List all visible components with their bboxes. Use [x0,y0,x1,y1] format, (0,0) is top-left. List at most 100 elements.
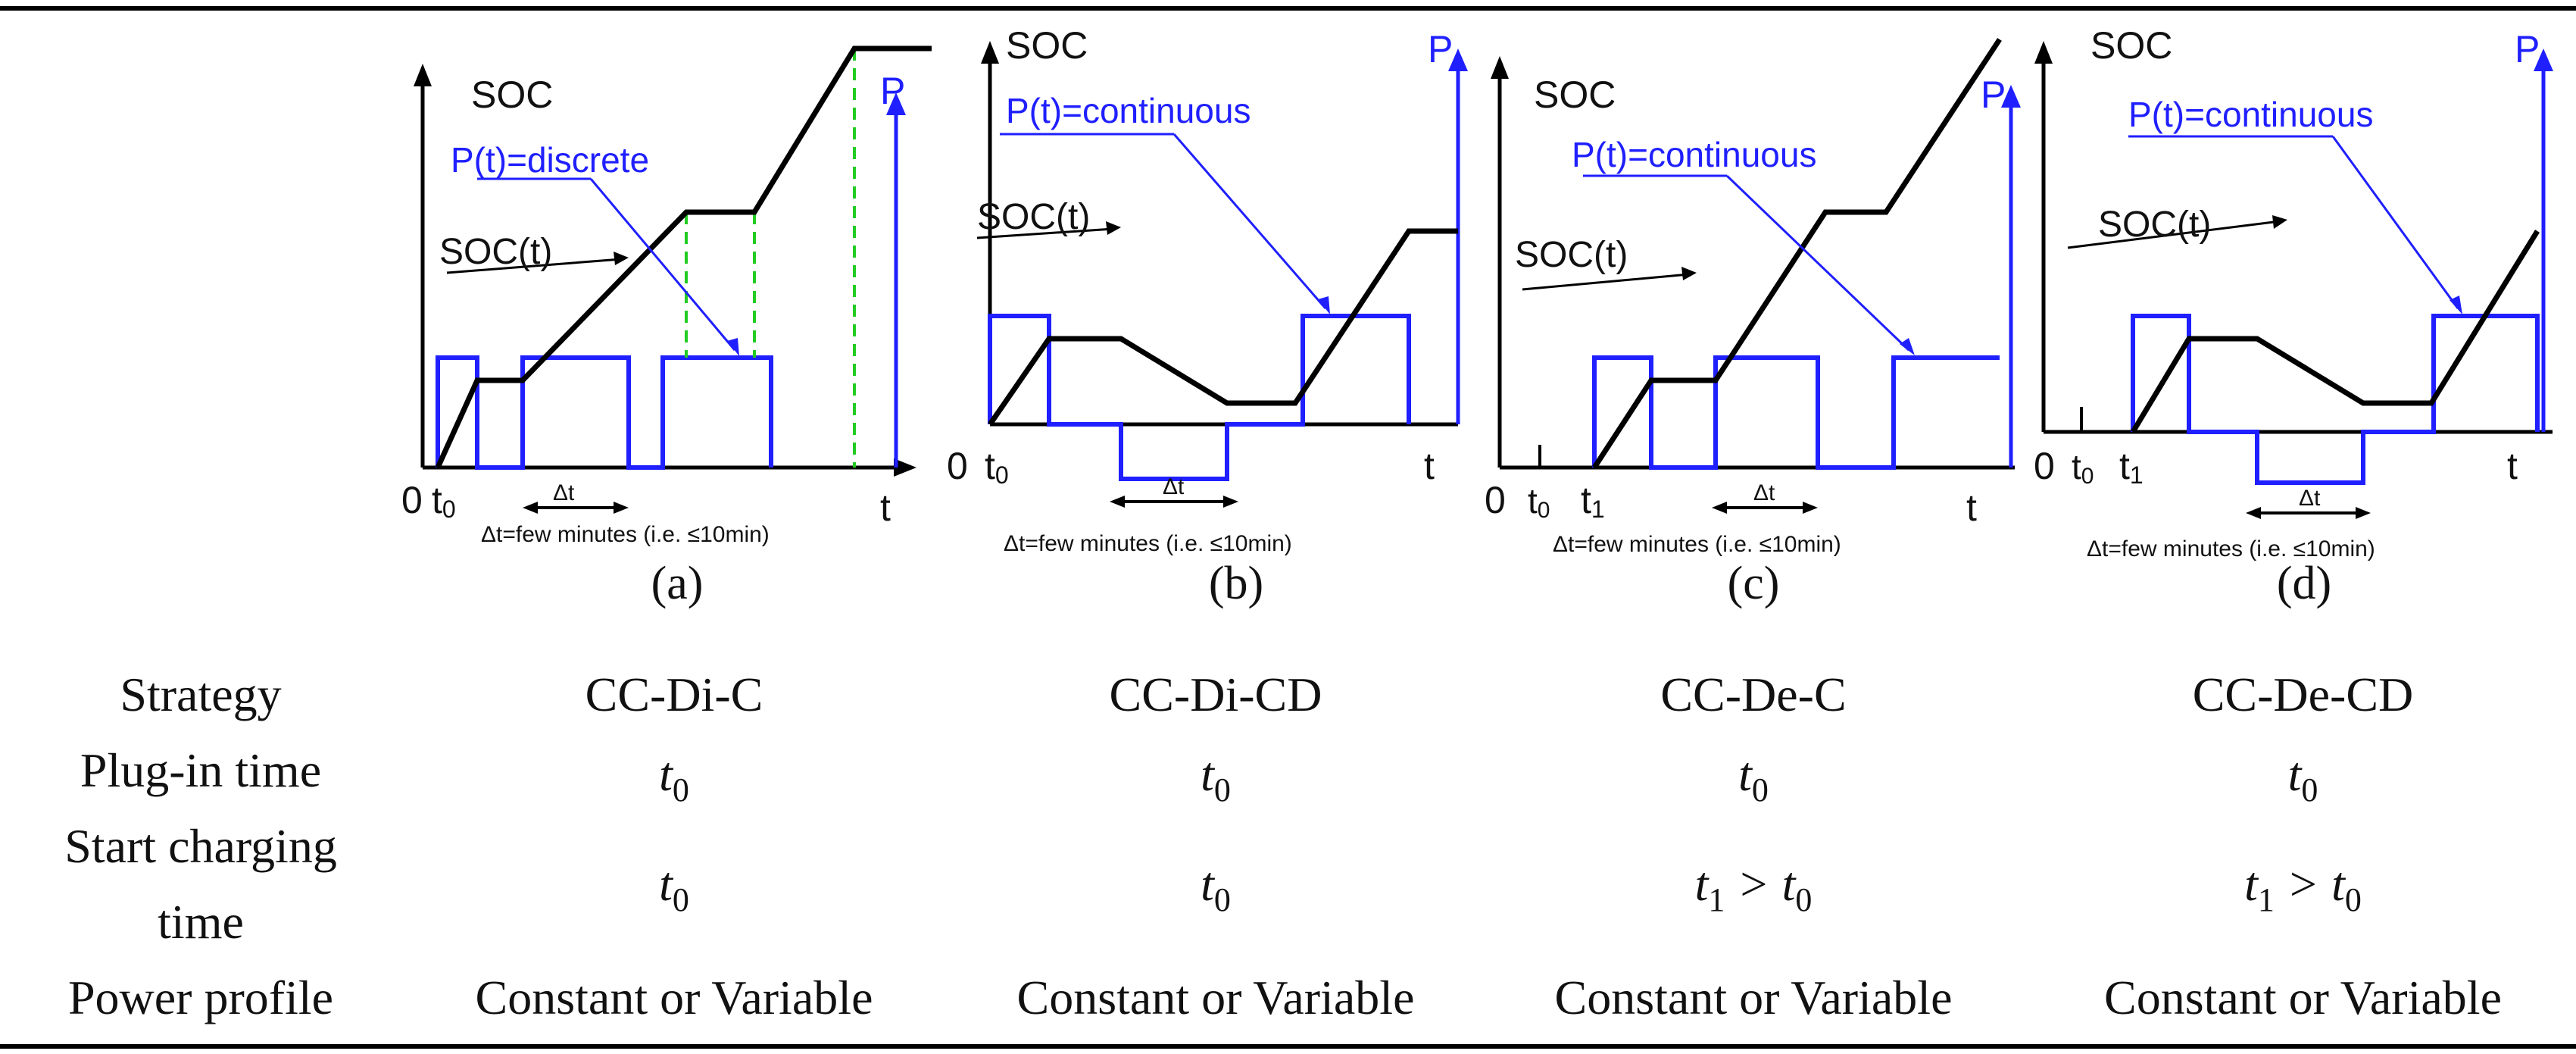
t1-label: t1 [1581,479,1605,523]
panel-d: SOC P P(t)=continuous SOC(t) 0 t0 t1 t Δ… [2030,17,2576,609]
power-profile-line [1592,355,2000,470]
power-profile-line [988,314,1411,481]
origin-label: 0 [1485,479,1506,521]
soc-curve [1592,38,2002,469]
soc-label-pointer [2067,220,2281,249]
bottom-rule [0,1044,2576,1049]
row-header-start-line2: time [158,895,244,949]
start-cell: t1 > t0 [1694,857,1813,918]
soc-curve-label: SOC(t) [1515,235,1628,275]
panel-b: SOC P P(t)=continuous SOC(t) 0 t0 t Δt Δ… [947,17,1477,609]
power-cell: Constant or Variable [475,971,873,1024]
t0-label: t0 [432,479,456,523]
soc-axis-label: SOC [2090,24,2172,67]
profile-label: P(t)=continuous [1572,135,1816,174]
origin-label: 0 [2034,445,2055,487]
plugin-cell: t0 [2287,747,2318,808]
soc-axis-arrow-icon [1491,56,1509,79]
power-cell: Constant or Variable [1016,971,1415,1024]
soc-curve-label: SOC(t) [439,232,552,272]
power-axis-arrow-icon [1448,48,1468,71]
top-rule [0,6,2576,11]
soc-axis-label: SOC [1534,73,1616,116]
soc-curve [988,228,1458,426]
panel-b-plot: SOC P P(t)=continuous SOC(t) 0 t0 t Δt Δ… [947,24,1468,609]
soc-label-pointer [976,227,1114,239]
dt-arrow-icon [2246,507,2261,519]
dt-label: Δt [1163,474,1185,499]
profile-label-pointer [1172,133,1327,309]
power-axis-label: P [2515,28,2540,70]
panel-caption: (d) [2277,558,2331,609]
dt-arrow-icon [1223,496,1238,508]
power-cell: Constant or Variable [1554,971,1953,1024]
strategy-cell: CC-Di-CD [1109,668,1322,721]
soc-label-pointer [1522,273,1690,291]
soc-curve-label: SOC(t) [2098,205,2211,245]
dt-arrow-icon [1803,502,1818,514]
panel-caption: (c) [1728,558,1780,609]
row-header-strategy: Strategy [120,668,282,721]
dt-note: Δt=few minutes (i.e. ≤10min) [1004,531,1292,556]
soc-axis-label: SOC [471,73,553,116]
dt-note: Δt=few minutes (i.e. ≤10min) [2087,536,2375,561]
plugin-cell: t0 [659,747,689,808]
time-axis-label: t [880,486,891,529]
soc-curve-label: SOC(t) [977,197,1090,237]
time-axis-arrow-icon [894,458,916,477]
t0-label: t0 [2072,447,2094,489]
dt-arrow-icon [2356,507,2371,519]
profile-label: P(t)=discrete [451,140,649,180]
profile-label: P(t)=continuous [2128,95,2373,134]
row-header-plugin: Plug-in time [80,743,322,797]
strategy-cell: CC-De-C [1660,668,1847,721]
strategy-cell: CC-Di-C [585,668,763,721]
panel-d-plot: SOC P P(t)=continuous SOC(t) 0 t0 t1 t Δ… [2034,24,2553,609]
row-header-start-line1: Start charging [64,819,337,873]
profile-label-pointer [1725,174,1910,352]
dt-arrow-icon [614,502,629,514]
profile-label-pointer [589,178,736,351]
dt-label: Δt [2299,486,2321,511]
t0-label: t0 [1528,481,1550,523]
dt-arrow-icon [1110,496,1125,508]
pointer-arrow-icon [2450,296,2462,314]
dt-arrow-icon [523,502,538,514]
panel-caption: (a) [651,558,704,609]
pointer-arrow-icon [1900,338,1915,355]
power-axis-label: P [880,70,905,112]
plugin-cell: t0 [1201,747,1231,808]
pointer-arrow-icon [1681,267,1697,280]
origin-label: 0 [947,445,968,487]
t0-label: t0 [985,445,1009,489]
dt-label: Δt [553,480,575,505]
soc-axis-arrow-icon [414,64,432,86]
time-axis-label: t [1966,486,1977,529]
start-cell: t0 [1201,857,1231,918]
soc-curve [435,45,932,469]
pointer-arrow-icon [1106,221,1121,235]
soc-axis-arrow-icon [2034,41,2053,64]
dt-label: Δt [1753,480,1775,505]
soc-curve [2131,230,2540,433]
strategy-cell: CC-De-CD [2192,668,2414,721]
power-axis-arrow-icon [2534,48,2553,71]
plugin-cell: t0 [1738,747,1769,808]
panel-caption: (b) [1209,558,1263,609]
pointer-arrow-icon [1318,296,1330,314]
dt-note: Δt=few minutes (i.e. ≤10min) [1553,532,1841,557]
panel-c: SOC P P(t)=continuous SOC(t) 0 t0 t1 t Δ… [1485,17,2030,609]
profile-label: P(t)=continuous [1006,91,1251,130]
row-header-power: Power profile [67,971,334,1024]
pointer-arrow-icon [2272,215,2287,229]
power-profile-line [436,355,773,470]
power-axis-label: P [1981,73,2006,116]
power-axis-label: P [1428,28,1453,70]
start-cell: t0 [659,857,689,918]
soc-axis-arrow-icon [981,41,999,64]
power-profile-line [2131,314,2540,485]
time-axis-label: t [1424,445,1435,487]
soc-axis-label: SOC [1006,24,1088,67]
dt-note: Δt=few minutes (i.e. ≤10min) [481,522,770,547]
